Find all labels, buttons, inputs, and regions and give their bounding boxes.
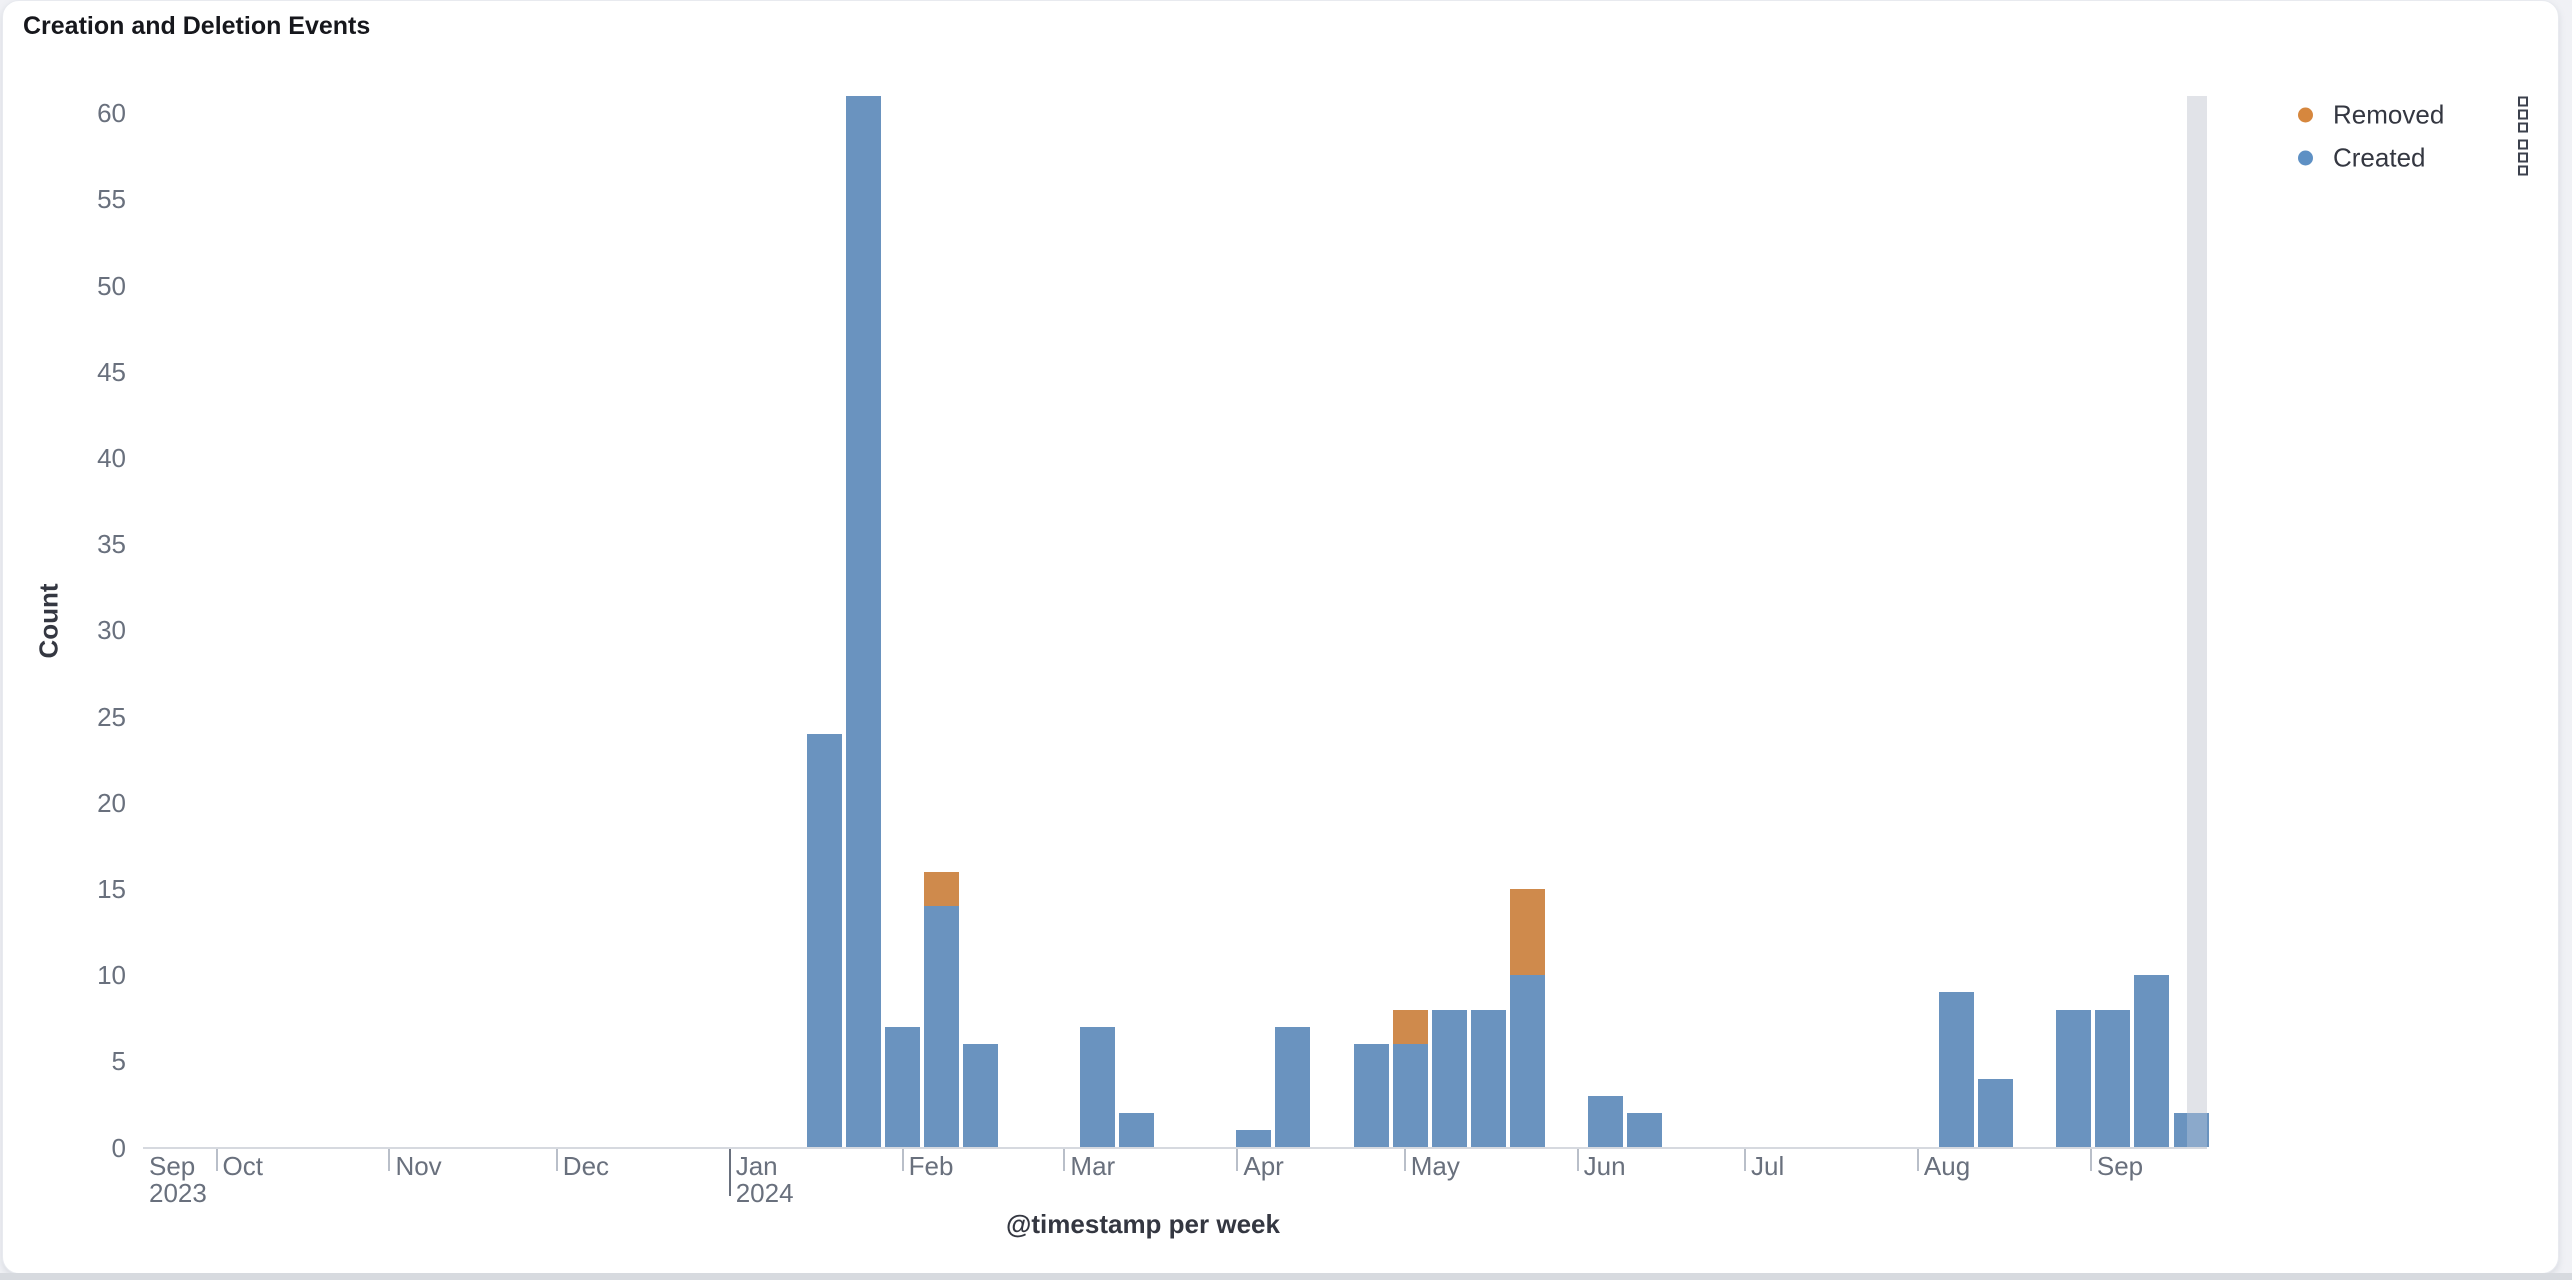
- y-tick-label-40: 40: [97, 442, 126, 473]
- legend-actions-button-created[interactable]: [2516, 136, 2530, 179]
- y-tick-label-35: 35: [97, 529, 126, 560]
- x-tick-label-jun: Jun: [1583, 1151, 1626, 1181]
- bar-created-2024-04-29[interactable]: [1392, 1044, 1428, 1148]
- legend-actions-icon: [2518, 96, 2528, 107]
- y-tick-label-60: 60: [97, 98, 126, 129]
- bar-created-2024-05-20[interactable]: [1509, 975, 1545, 1148]
- legend-label-created: Created: [2333, 142, 2426, 172]
- bar-removed-2024-04-29[interactable]: [1392, 1009, 1428, 1045]
- legend-actions-icon: [2518, 122, 2528, 133]
- x-tick-oct: [215, 1148, 218, 1171]
- bar-created-2024-04-01[interactable]: [1236, 1130, 1272, 1148]
- bar-created-2024-09-16[interactable]: [2173, 1113, 2209, 1148]
- x-tick-nov: [388, 1148, 391, 1171]
- bar-created-2024-04-08[interactable]: [1275, 1026, 1311, 1148]
- x-tick-aug: [1916, 1148, 1919, 1171]
- y-tick-label-45: 45: [97, 356, 126, 387]
- bar-created-2024-01-15[interactable]: [806, 733, 842, 1148]
- x-tick-label-oct: Oct: [222, 1151, 263, 1181]
- chart-legend: Removed Created: [2285, 93, 2537, 179]
- x-tick-mar: [1063, 1148, 1066, 1171]
- x-tick-sep: [2089, 1148, 2092, 1171]
- bar-created-2024-09-09[interactable]: [2134, 975, 2170, 1148]
- x-tick-label-jan: Jan 2024: [735, 1151, 794, 1208]
- x-tick-label-apr: Apr: [1243, 1151, 1284, 1181]
- x-tick-jun: [1576, 1148, 1579, 1171]
- bar-created-2024-01-29[interactable]: [884, 1026, 920, 1148]
- partial-bucket-band: [2187, 96, 2208, 1148]
- x-tick-label-mar: Mar: [1070, 1151, 1116, 1181]
- x-tick-label-dec: Dec: [562, 1151, 610, 1181]
- bar-created-2024-04-22[interactable]: [1353, 1044, 1389, 1148]
- y-tick-label-20: 20: [97, 787, 126, 818]
- x-tick-label-nov: Nov: [395, 1151, 442, 1181]
- bar-created-2024-08-26[interactable]: [2056, 1009, 2092, 1148]
- legend-label-removed: Removed: [2333, 99, 2445, 129]
- x-tick-label-aug: Aug: [1923, 1151, 1971, 1181]
- legend-item-removed[interactable]: Removed: [2285, 93, 2537, 136]
- bar-created-2024-05-13[interactable]: [1470, 1009, 1506, 1148]
- x-tick-label-start: Sep 2023: [149, 1151, 207, 1208]
- x-tick-label-jul: Jul: [1751, 1151, 1785, 1181]
- y-tick-label-50: 50: [97, 270, 126, 301]
- x-tick-dec: [555, 1148, 558, 1171]
- bar-created-2024-05-06[interactable]: [1431, 1009, 1467, 1148]
- panel-title: Creation and Deletion Events: [23, 12, 371, 40]
- legend-item-created[interactable]: Created: [2285, 136, 2537, 179]
- x-tick-label-feb: Feb: [908, 1151, 954, 1181]
- y-tick-label-25: 25: [97, 701, 126, 732]
- x-axis-title: @timestamp per week: [1006, 1209, 1280, 1239]
- y-tick-label-5: 5: [111, 1046, 126, 1077]
- bar-created-2024-02-05[interactable]: [923, 906, 959, 1148]
- legend-actions-icon: [2518, 165, 2528, 176]
- chart-plot-area[interactable]: Oct Nov Dec Jan 2024 Feb Mar Apr May Jun Jul Aug Sep…: [3, 1, 2558, 1273]
- legend-color-dot-removed: [2298, 107, 2313, 122]
- y-tick-label-10: 10: [97, 960, 126, 991]
- legend-actions-button-removed[interactable]: [2516, 93, 2530, 136]
- x-tick-jan: [728, 1148, 731, 1196]
- y-tick-label-55: 55: [97, 184, 126, 215]
- bar-created-2024-06-10[interactable]: [1626, 1113, 1662, 1148]
- x-tick-may: [1403, 1148, 1406, 1171]
- bar-created-2024-08-12[interactable]: [1978, 1078, 2014, 1148]
- x-tick-label-may: May: [1410, 1151, 1460, 1181]
- legend-actions-icon: [2518, 152, 2528, 163]
- bar-created-2024-01-22[interactable]: [845, 95, 881, 1148]
- horizontal-scrollbar-track[interactable]: [0, 1273, 2572, 1280]
- legend-color-dot-created: [2298, 150, 2313, 165]
- y-tick-label-15: 15: [97, 873, 126, 904]
- y-tick-label-0: 0: [111, 1132, 126, 1163]
- legend-actions-icon: [2518, 109, 2528, 120]
- y-tick-label-30: 30: [97, 615, 126, 646]
- bar-created-2024-06-03[interactable]: [1587, 1095, 1623, 1148]
- x-axis-line: [143, 1147, 2207, 1149]
- bar-created-2024-09-02[interactable]: [2095, 1009, 2131, 1148]
- bar-created-2024-03-04[interactable]: [1080, 1026, 1116, 1148]
- bar-created-2024-08-05[interactable]: [1939, 992, 1975, 1148]
- bar-created-2024-03-11[interactable]: [1119, 1113, 1155, 1148]
- legend-actions-icon: [2518, 139, 2528, 150]
- x-tick-feb: [901, 1148, 904, 1171]
- x-tick-jul: [1744, 1148, 1746, 1171]
- bar-removed-2024-05-20[interactable]: [1509, 888, 1545, 976]
- x-tick-apr: [1236, 1148, 1239, 1171]
- bar-removed-2024-02-05[interactable]: [923, 871, 959, 907]
- x-tick-label-sep: Sep: [2096, 1151, 2144, 1181]
- bar-created-2024-02-12[interactable]: [963, 1044, 999, 1148]
